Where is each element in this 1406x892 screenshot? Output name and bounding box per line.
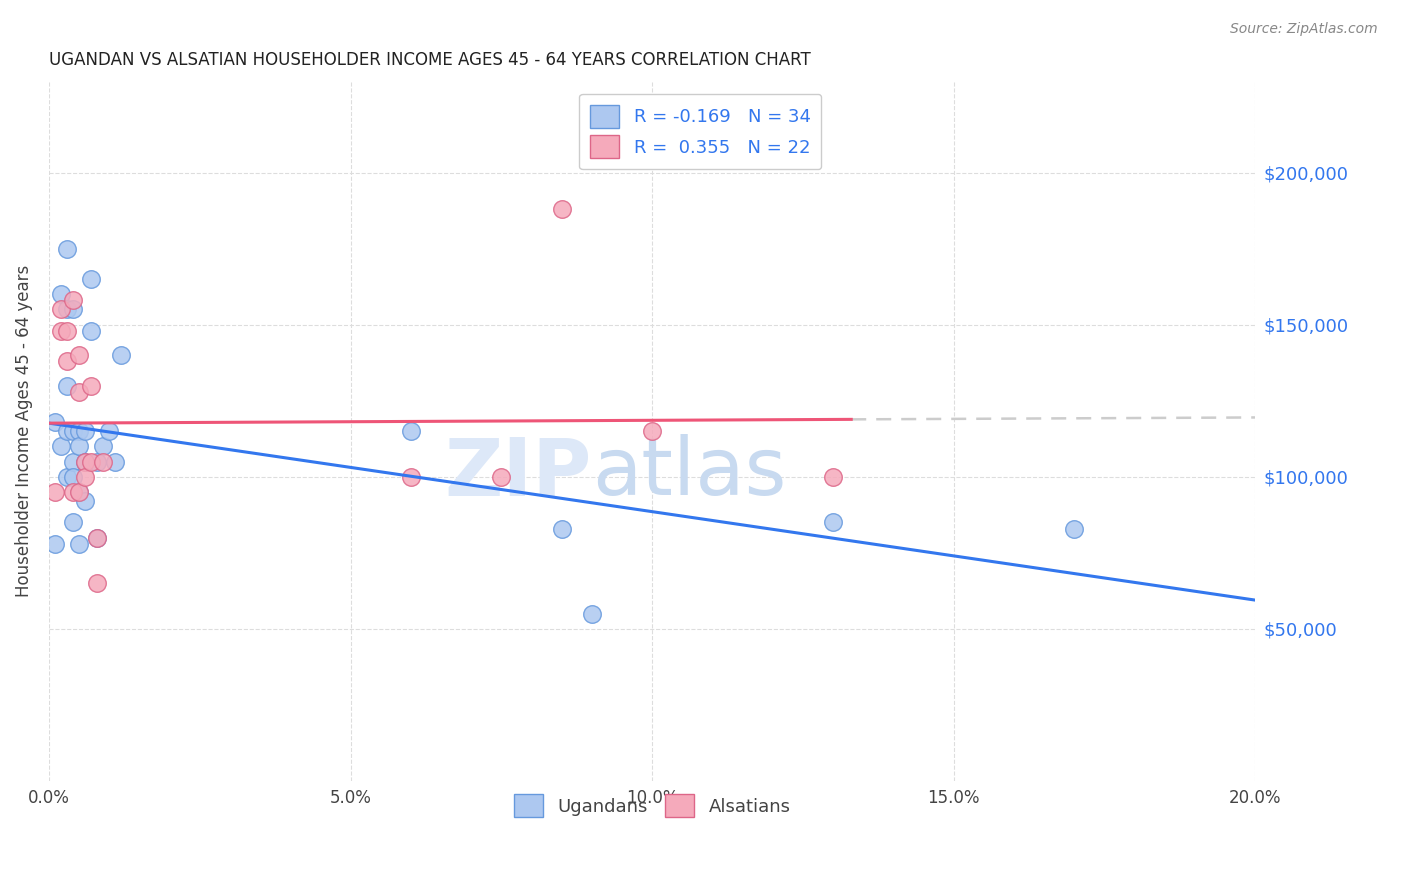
Point (823, 470, 845, 484)
Point (62, 485, 84, 500)
Point (75, 494, 97, 508)
Point (67, 439, 90, 453)
Point (86, 454, 108, 468)
Point (62, 293, 84, 308)
Point (67, 537, 90, 551)
Point (56, 354, 79, 368)
Point (44, 485, 66, 500)
Point (75, 424, 97, 438)
Point (86, 531, 108, 545)
Point (550, 522, 572, 536)
Point (98, 424, 121, 438)
Text: Source: ZipAtlas.com: Source: ZipAtlas.com (1230, 22, 1378, 37)
Point (91, 454, 114, 468)
Point (1063, 522, 1085, 536)
Point (67, 485, 90, 500)
Point (67, 424, 90, 438)
Point (67, 348, 90, 362)
Point (56, 324, 79, 338)
Point (80, 324, 103, 338)
Point (91, 439, 114, 453)
Point (80, 454, 103, 468)
Point (80, 378, 103, 392)
Point (44, 537, 66, 551)
Point (67, 384, 90, 399)
Point (49, 302, 72, 317)
Point (62, 516, 84, 530)
Point (49, 287, 72, 301)
Point (62, 454, 84, 468)
Point (49, 439, 72, 453)
Point (67, 485, 90, 500)
Point (550, 202, 572, 216)
Point (581, 607, 603, 621)
Point (75, 454, 97, 468)
Point (56, 470, 79, 484)
Point (75, 470, 97, 484)
Point (86, 531, 108, 545)
Point (56, 242, 79, 256)
Point (62, 424, 84, 438)
Point (56, 424, 79, 438)
Text: UGANDAN VS ALSATIAN HOUSEHOLDER INCOME AGES 45 - 64 YEARS CORRELATION CHART: UGANDAN VS ALSATIAN HOUSEHOLDER INCOME A… (49, 51, 811, 69)
Point (80, 272, 103, 286)
Point (823, 516, 845, 530)
Point (62, 302, 84, 317)
Legend: Ugandans, Alsatians: Ugandans, Alsatians (506, 787, 799, 824)
Point (399, 424, 422, 438)
Point (399, 470, 422, 484)
Point (75, 454, 97, 468)
Text: ZIP: ZIP (444, 434, 592, 512)
Point (56, 378, 79, 392)
Point (104, 454, 127, 468)
Point (49, 324, 72, 338)
Text: atlas: atlas (592, 434, 786, 512)
Point (56, 302, 79, 317)
Point (44, 415, 66, 429)
Point (86, 576, 108, 591)
Point (641, 424, 664, 438)
Point (491, 470, 513, 484)
Y-axis label: Householder Income Ages 45 - 64 years: Householder Income Ages 45 - 64 years (15, 265, 32, 598)
Point (62, 470, 84, 484)
Point (110, 348, 132, 362)
